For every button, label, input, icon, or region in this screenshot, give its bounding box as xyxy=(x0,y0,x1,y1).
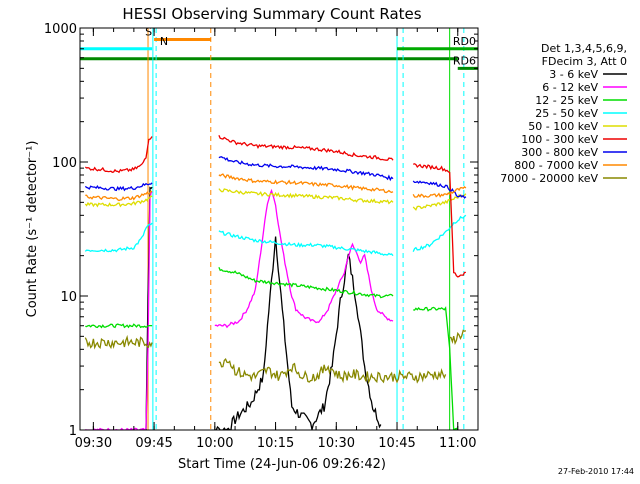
series-line xyxy=(84,194,153,208)
series-12-25-kev xyxy=(85,266,459,430)
series-line xyxy=(218,230,394,257)
x-tick-label: 09:45 xyxy=(135,436,172,451)
axes: 1 10 100 1000 09:30 09:45 10:00 10:15 10:30 10:45… xyxy=(44,22,479,451)
legend-header-line-1: Det 1,3,4,5,6,9, xyxy=(541,42,627,55)
legend-entry-label: 100 - 300 keV xyxy=(521,133,598,146)
legend-entry-label: 25 - 50 keV xyxy=(535,107,598,120)
annotation-label: RD6 xyxy=(453,54,476,67)
legend-entry-label: 300 - 800 keV xyxy=(521,146,598,159)
legend-entry-label: 6 - 12 keV xyxy=(542,81,598,94)
x-tick-label: 11:00 xyxy=(439,436,476,451)
series-line xyxy=(218,173,394,194)
footer-date: 27-Feb-2010 17:44 xyxy=(558,467,634,476)
y-tick-label: 100 xyxy=(52,156,77,171)
x-tick-label: 10:00 xyxy=(196,436,233,451)
series-7000-20000-kev xyxy=(84,329,467,385)
series-line xyxy=(218,134,394,161)
series-line xyxy=(412,186,467,199)
legend-entry-label: 3 - 6 keV xyxy=(549,68,598,81)
legend-header-line-2: FDecim 3, Att 0 xyxy=(542,55,627,68)
series-line xyxy=(85,190,153,202)
series-line xyxy=(85,191,153,430)
series-line xyxy=(412,214,467,252)
series-50-100-kev xyxy=(84,188,467,211)
legend-entry-label: 50 - 100 keV xyxy=(528,120,598,133)
annotation-label: RD0 xyxy=(453,35,476,48)
x-tick-label: 09:30 xyxy=(75,436,112,451)
chart-title: HESSI Observing Summary Count Rates xyxy=(122,5,421,23)
legend-entry-label: 12 - 25 keV xyxy=(535,94,598,107)
series-line xyxy=(218,156,394,182)
x-tick-label: 10:15 xyxy=(257,436,294,451)
series-300-800-kev xyxy=(84,156,467,199)
y-tick-label: 1000 xyxy=(44,22,77,37)
series-line xyxy=(413,163,466,278)
legend-entry-label: 7000 - 20000 keV xyxy=(500,172,598,185)
series-100-300-kev xyxy=(84,134,466,278)
series-line xyxy=(412,193,467,211)
series-3-6-kev xyxy=(141,186,382,430)
series-line xyxy=(214,236,382,430)
series-25-50-kev xyxy=(84,214,467,257)
series-line xyxy=(85,323,153,329)
series-line xyxy=(84,334,153,350)
y-tick-label: 10 xyxy=(60,290,77,305)
series-800-7000-kev xyxy=(85,173,467,202)
series-line xyxy=(413,306,459,430)
plot-layer xyxy=(80,28,478,430)
y-tick-label: 1 xyxy=(69,424,77,439)
legend: Det 1,3,4,5,6,9, FDecim 3, Att 0 3 - 6 k… xyxy=(500,42,627,185)
annotation-label: N xyxy=(160,35,168,48)
annotation-label: S xyxy=(145,26,152,39)
x-tick-label: 10:30 xyxy=(318,436,355,451)
series-line xyxy=(84,222,153,253)
series-line xyxy=(218,266,394,299)
series-line xyxy=(218,188,394,205)
plot-area xyxy=(79,27,479,431)
series-line xyxy=(412,180,467,199)
series-line xyxy=(84,136,153,174)
series-line xyxy=(449,329,467,346)
series-line xyxy=(84,182,153,192)
x-axis-label: Start Time (24-Jun-06 09:26:42) xyxy=(178,457,386,472)
x-tick-label: 10:45 xyxy=(378,436,415,451)
y-axis-label: Count Rate (s⁻¹ detector⁻¹) xyxy=(25,141,40,318)
series-line xyxy=(218,357,447,385)
legend-entry-label: 800 - 7000 keV xyxy=(514,159,598,172)
series-line xyxy=(214,188,394,329)
series-6-12-kev xyxy=(85,188,394,430)
